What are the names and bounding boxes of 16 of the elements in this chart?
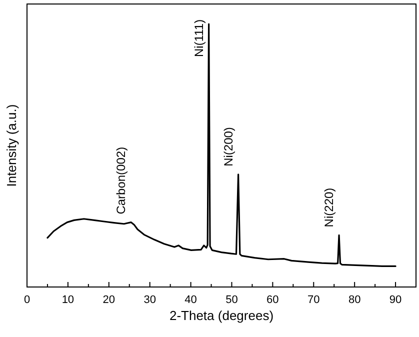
x-tick-label: 10: [62, 294, 74, 306]
x-tick-label: 20: [102, 294, 116, 306]
x-tick-label: 40: [184, 294, 197, 306]
annotation: Ni(220): [322, 188, 336, 228]
y-axis-title: Intensity (a.u.): [4, 104, 19, 187]
x-tick-label: 50: [226, 294, 238, 306]
x-tick-label: 80: [348, 294, 361, 306]
x-tick-label: 90: [389, 294, 402, 306]
x-tick-label: 60: [266, 294, 279, 306]
x-tick-label: 0: [24, 294, 30, 306]
annotation: Ni(200): [221, 127, 236, 166]
annotation: Ni(111): [192, 19, 206, 57]
x-axis-title: 2-Theta (degrees): [169, 308, 274, 323]
annotation: Carbon(002): [114, 146, 128, 214]
x-tick-label: 70: [308, 294, 320, 306]
x-tick-label: 30: [144, 294, 156, 306]
